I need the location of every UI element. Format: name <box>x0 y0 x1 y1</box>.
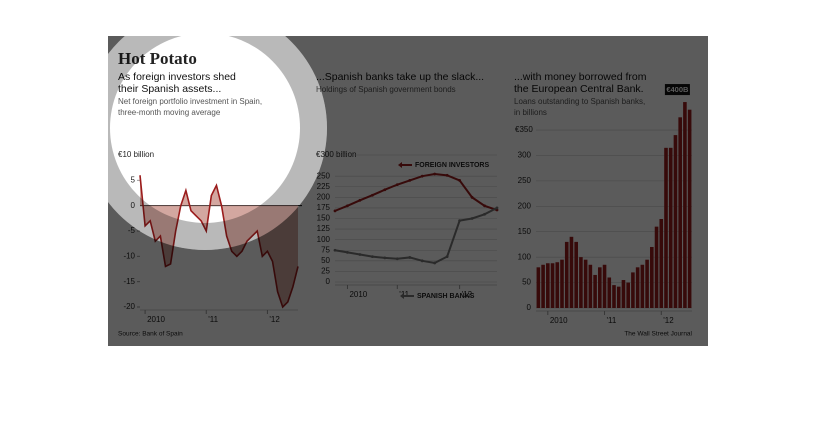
dim-overlay <box>108 36 708 346</box>
spotlight-overlay <box>108 36 708 346</box>
spotlight-ring <box>108 36 708 346</box>
